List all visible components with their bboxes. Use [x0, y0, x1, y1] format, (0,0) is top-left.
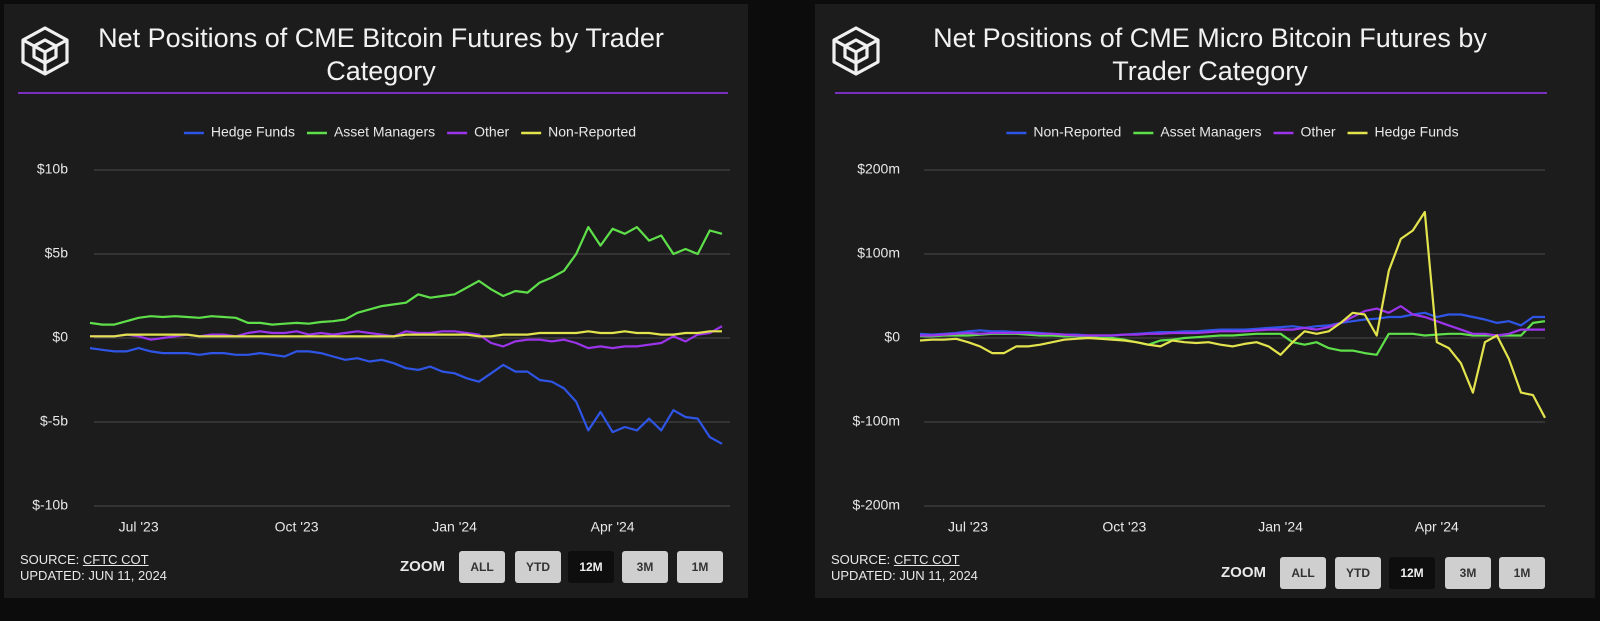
legend-label: Hedge Funds — [1375, 124, 1459, 140]
zoom-button[interactable]: 3M — [1445, 557, 1491, 589]
updated: UPDATED: JUN 11, 2024 — [20, 568, 167, 583]
source-label: SOURCE: — [831, 552, 891, 567]
chart-title: Net Positions of CME Bitcoin Futures by … — [98, 23, 664, 86]
series-line — [90, 330, 722, 338]
source-block: SOURCE: CFTC COT UPDATED: JUN 11, 2024 — [831, 552, 978, 584]
source-link[interactable]: CFTC COT — [82, 552, 149, 567]
y-tick-label: $-100m — [853, 413, 900, 429]
source-block: SOURCE: CFTC COT UPDATED: JUN 11, 2024 — [20, 552, 167, 584]
chart-panel: Net Positions of CME Bitcoin Futures by … — [4, 4, 748, 598]
y-tick-label: $10b — [37, 161, 68, 177]
x-tick-label: Jul '23 — [948, 519, 988, 535]
source-link[interactable]: CFTC COT — [893, 552, 960, 567]
source-line: SOURCE: CFTC COT — [831, 552, 978, 568]
zoom-button[interactable]: 12M — [568, 551, 614, 583]
legend-label: Non-Reported — [1033, 124, 1121, 140]
legend-label: Non-Reported — [548, 124, 636, 140]
title-rule — [835, 92, 1547, 94]
zoom-button[interactable]: YTD — [515, 551, 561, 583]
y-tick-label: $200m — [857, 161, 900, 177]
series-line — [920, 305, 1545, 337]
updated: UPDATED: JUN 11, 2024 — [831, 568, 978, 583]
source-line: SOURCE: CFTC COT — [20, 552, 167, 568]
y-tick-label: $5b — [45, 245, 69, 261]
legend: Hedge Funds Asset Managers Other Non-Report… — [183, 124, 636, 140]
y-tick-label: $0 — [884, 329, 900, 345]
zoom-button[interactable]: 3M — [622, 551, 668, 583]
y-tick-label: $-200m — [853, 497, 900, 513]
logo — [21, 26, 69, 76]
zoom-label: ZOOM — [1221, 564, 1266, 581]
x-tick-label: Apr '24 — [591, 519, 635, 535]
series-line — [919, 210, 1546, 419]
series-line — [89, 347, 723, 445]
legend: Non-Reported Asset Managers Other Hedge Fun… — [1006, 124, 1459, 140]
zoom-button[interactable]: YTD — [1335, 557, 1381, 589]
legend-label: Asset Managers — [1160, 124, 1261, 140]
chart-title: Net Positions of CME Micro Bitcoin Futur… — [933, 23, 1487, 86]
zoom-button[interactable]: 12M — [1389, 557, 1435, 589]
zoom-button[interactable]: ALL — [1280, 557, 1326, 589]
legend-label: Asset Managers — [334, 124, 435, 140]
y-tick-label: $100m — [857, 245, 900, 261]
plot: $-10b $-5b $0 $5b $10b Jul '23 Oct '23 Jan '24 A… — [32, 124, 730, 535]
y-tick-label: $0 — [52, 329, 68, 345]
series-line — [90, 325, 723, 350]
x-tick-label: Oct '23 — [275, 519, 319, 535]
chart-panel: Net Positions of CME Micro Bitcoin Futur… — [815, 4, 1595, 598]
zoom-button[interactable]: ALL — [459, 551, 505, 583]
zoom-label: ZOOM — [400, 558, 445, 575]
y-tick-label: $-5b — [40, 413, 68, 429]
legend-label: Other — [474, 124, 509, 140]
zoom-button[interactable]: 1M — [1499, 557, 1545, 589]
plot: $-200m $-100m $0 $100m $200m Jul '23 Oct '23 Ja… — [853, 124, 1546, 535]
legend-label: Hedge Funds — [211, 124, 295, 140]
y-tick-label: $-10b — [32, 497, 68, 513]
x-tick-label: Apr '24 — [1415, 519, 1459, 535]
source-label: SOURCE: — [20, 552, 80, 567]
x-tick-label: Jan '24 — [1258, 519, 1303, 535]
x-tick-label: Jul '23 — [119, 519, 159, 535]
logo — [832, 26, 880, 76]
legend-label: Other — [1301, 124, 1336, 140]
series-line — [920, 320, 1546, 356]
zoom-button[interactable]: 1M — [677, 551, 723, 583]
title-rule — [18, 92, 728, 94]
x-tick-label: Oct '23 — [1102, 519, 1146, 535]
series-line — [89, 226, 723, 326]
x-tick-label: Jan '24 — [432, 519, 477, 535]
